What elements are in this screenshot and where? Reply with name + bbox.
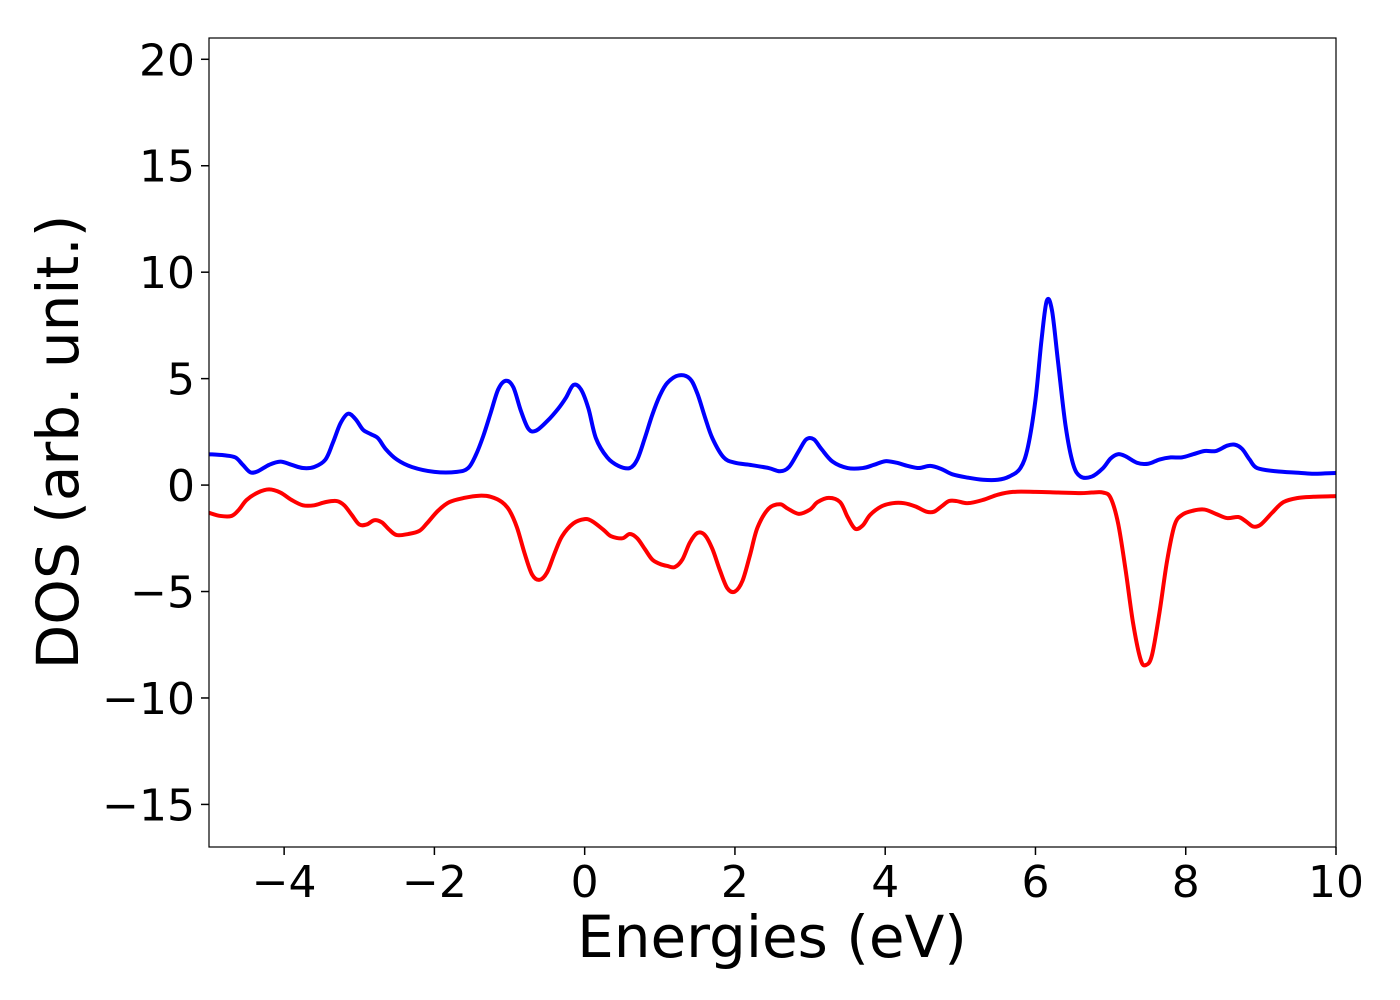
- x-tick-label: −4: [252, 857, 317, 908]
- plot-frame: [208, 37, 1337, 848]
- y-tick-label: 15: [139, 142, 195, 193]
- x-tick-label: 10: [1308, 857, 1364, 908]
- x-tick-label: 2: [721, 857, 749, 908]
- y-tick-label: 5: [167, 355, 195, 406]
- y-tick-label: −15: [102, 780, 195, 831]
- y-tick-label: 20: [139, 35, 195, 86]
- y-tick-label: 10: [139, 248, 195, 299]
- series-layer: [209, 296, 1336, 668]
- x-tick-label: 0: [571, 857, 599, 908]
- y-tick-label: −10: [102, 674, 195, 725]
- x-axis-label: Energies (eV): [577, 903, 967, 971]
- spin-down-dos-line: [209, 487, 1336, 668]
- y-tick-label: 0: [167, 461, 195, 512]
- x-tick-label: 8: [1172, 857, 1200, 908]
- y-axis-label: DOS (arb. unit.): [24, 215, 92, 670]
- x-axis: −4 −2 0 2 4 6 8 10: [252, 847, 1364, 908]
- x-tick-label: 6: [1021, 857, 1049, 908]
- y-tick-label: −5: [130, 568, 195, 619]
- y-axis: −15 −10 −5 0 5 10 15 20: [102, 35, 209, 831]
- x-tick-label: −2: [402, 857, 467, 908]
- x-tick-label: 4: [871, 857, 899, 908]
- spin-up-dos-line: [209, 296, 1336, 483]
